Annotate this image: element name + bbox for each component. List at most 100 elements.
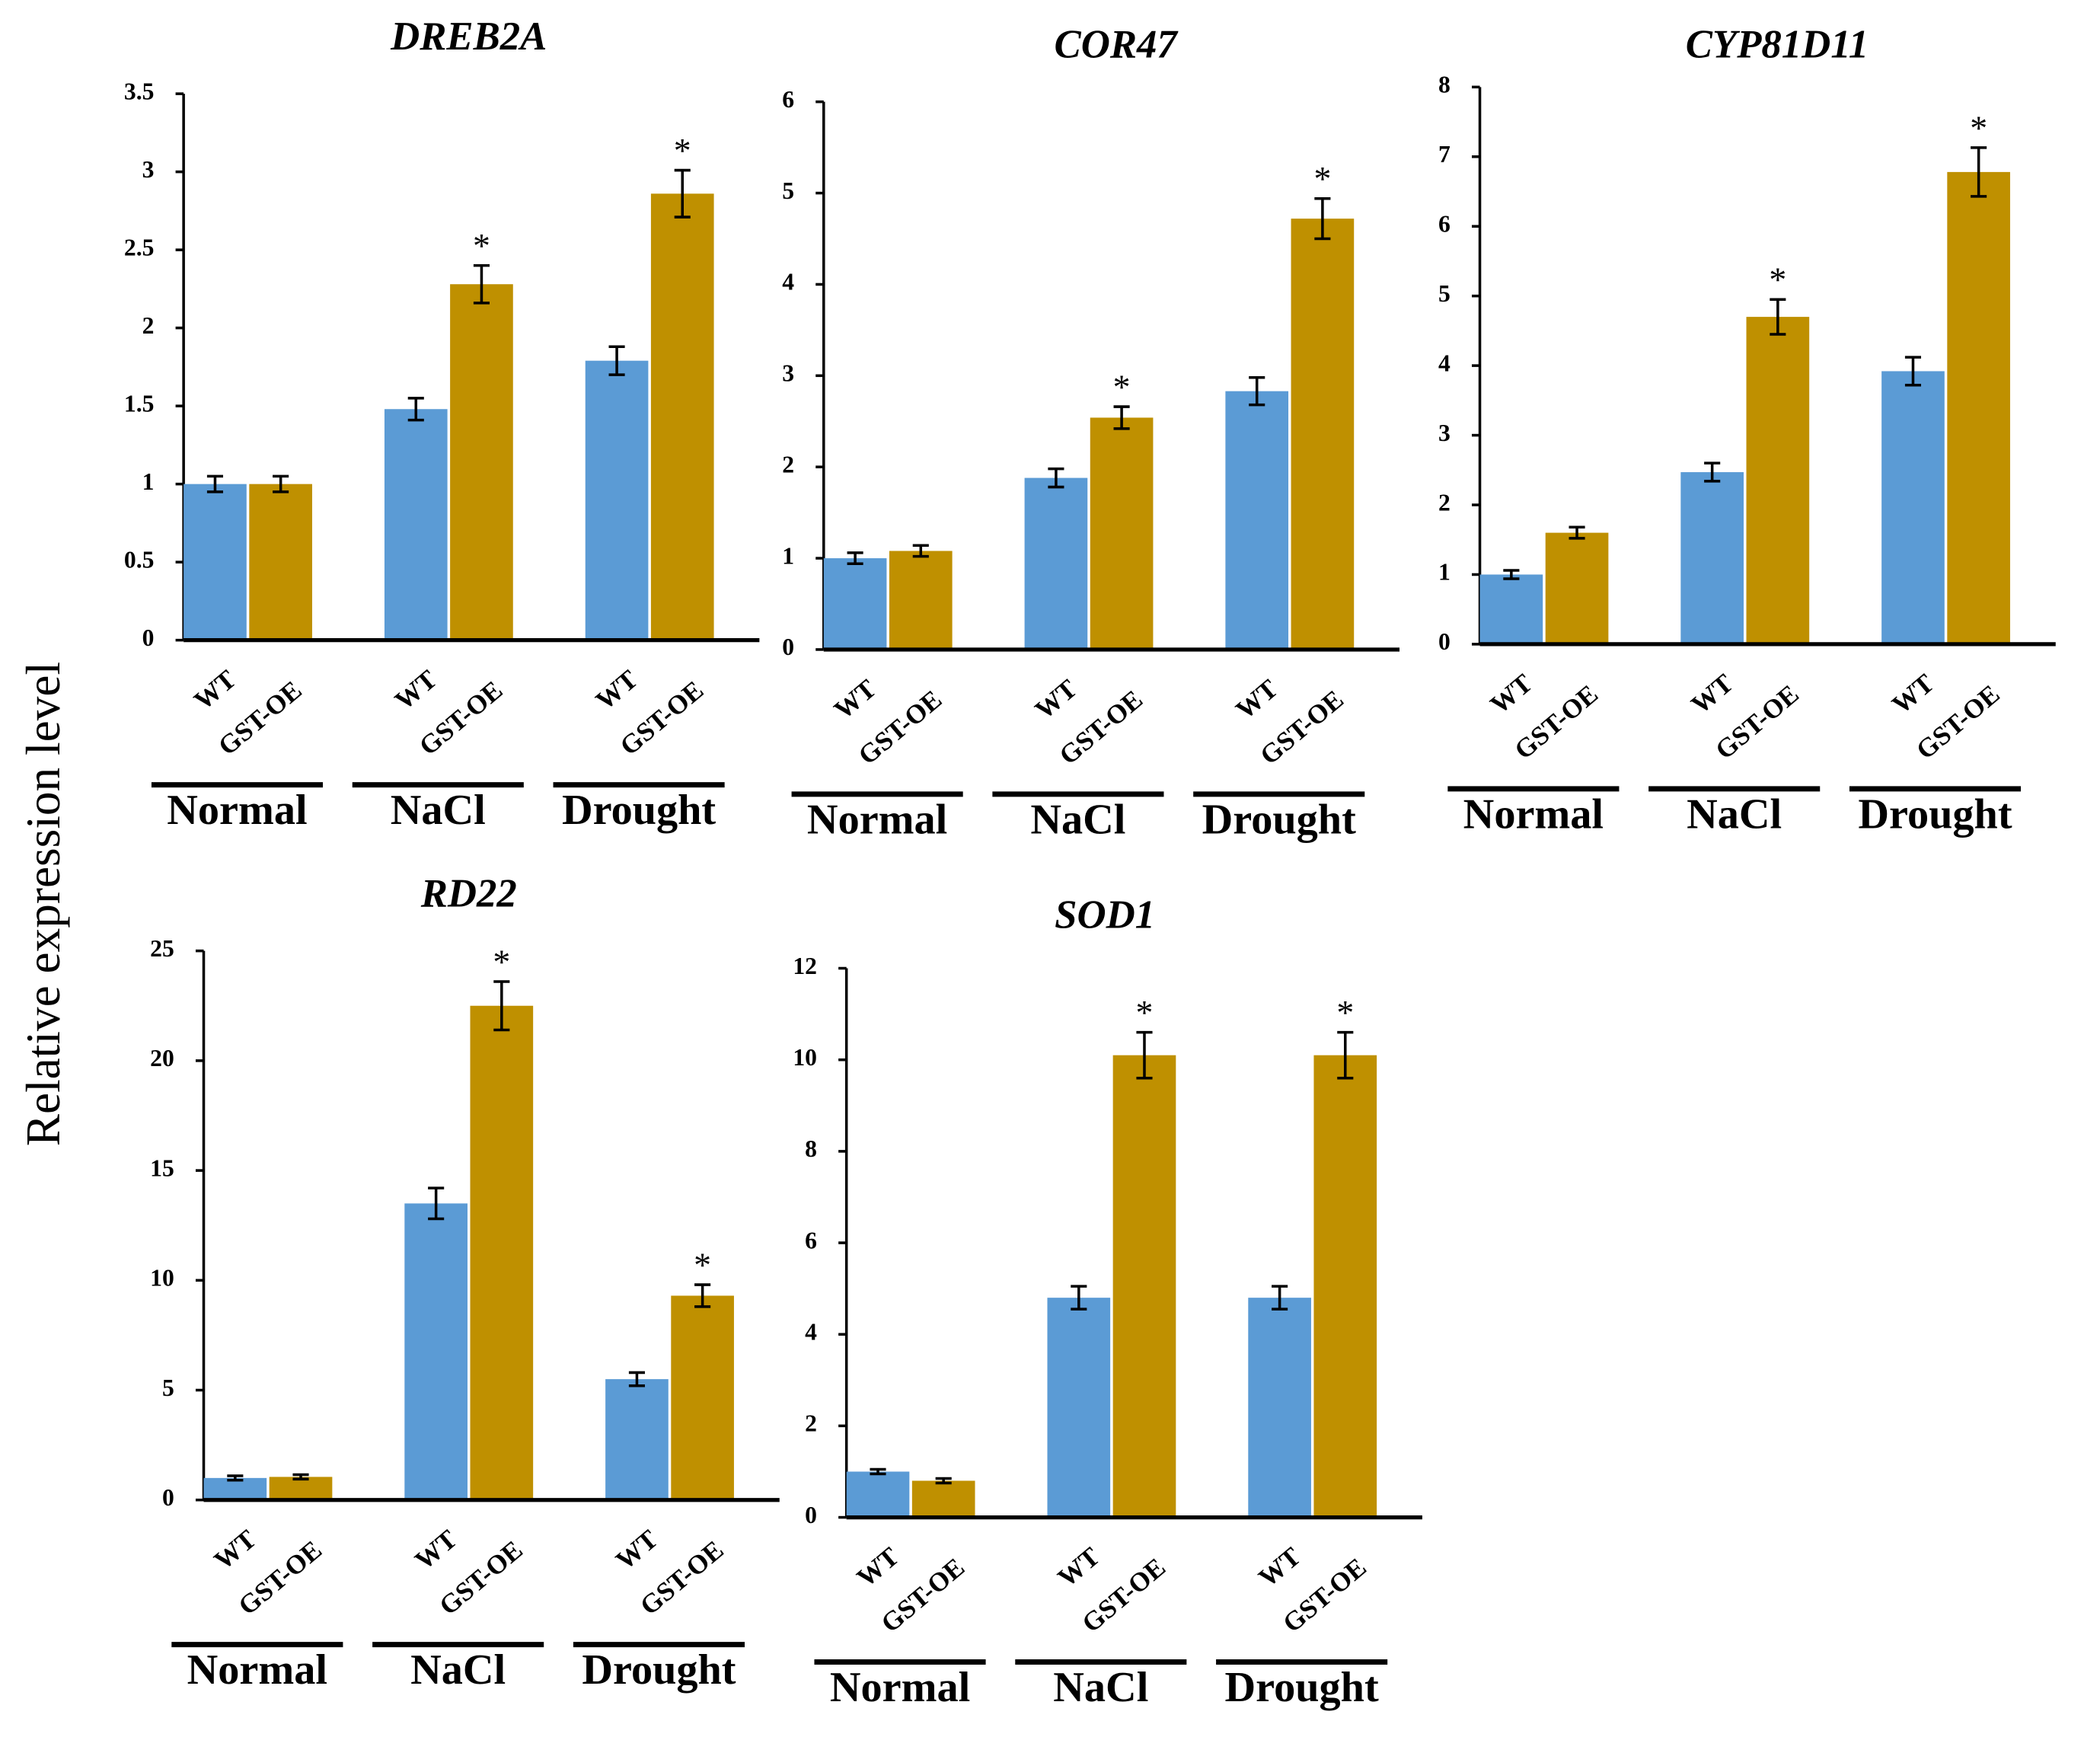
bar xyxy=(1090,417,1154,650)
significance-mark: * xyxy=(1970,108,1987,147)
y-tick-label: 1.5 xyxy=(124,390,155,417)
error-bar xyxy=(674,168,691,219)
y-tick-label: 1 xyxy=(782,542,794,569)
bar-label: WT xyxy=(1686,669,1739,720)
error-bar xyxy=(292,1473,309,1481)
error-bar xyxy=(1337,1030,1354,1080)
bar-label: WT xyxy=(851,1541,905,1593)
group-label: NaCl xyxy=(391,787,486,834)
y-tick-label: 4 xyxy=(805,1318,817,1345)
y-tick-label: 5 xyxy=(162,1375,174,1401)
y-tick-label: 0.5 xyxy=(124,546,155,573)
y-tick-label: 8 xyxy=(805,1135,817,1162)
error-bar xyxy=(847,551,863,566)
bar xyxy=(1024,477,1088,650)
bar xyxy=(470,1005,534,1500)
y-tick-label: 10 xyxy=(150,1265,174,1292)
group-label: Normal xyxy=(830,1664,970,1711)
bar xyxy=(203,1477,267,1500)
bar-label: WT xyxy=(188,664,241,716)
y-tick-label: 6 xyxy=(1438,210,1451,237)
bar xyxy=(384,409,448,640)
significance-mark: * xyxy=(493,942,510,981)
significance-mark: * xyxy=(473,226,490,265)
y-tick-label: 12 xyxy=(793,953,817,979)
bar xyxy=(1680,472,1744,644)
bar-label: WT xyxy=(590,664,643,716)
y-tick-label: 0 xyxy=(142,624,155,651)
error-bar xyxy=(870,1467,886,1476)
y-tick-label: 10 xyxy=(793,1044,817,1071)
y-tick-label: 0 xyxy=(162,1484,174,1511)
y-tick-label: 20 xyxy=(150,1045,174,1071)
chart-title: DREB2A xyxy=(390,14,547,59)
bar-label: WT xyxy=(1230,674,1284,726)
bar-label: WT xyxy=(410,1524,463,1576)
group-label: Normal xyxy=(807,796,947,843)
bar xyxy=(1047,1298,1111,1518)
bar xyxy=(585,360,649,640)
y-tick-label: 3 xyxy=(142,156,155,183)
bar-label: WT xyxy=(1886,669,1939,720)
bar xyxy=(1947,171,2010,644)
bar-label: WT xyxy=(1052,1541,1106,1593)
y-tick-label: 1 xyxy=(142,468,155,495)
error-bar xyxy=(1272,1285,1288,1311)
error-bar xyxy=(273,474,289,493)
error-bar xyxy=(1569,525,1585,540)
y-tick-label: 0 xyxy=(782,634,794,660)
y-tick-label: 3 xyxy=(782,360,794,387)
bar xyxy=(1291,219,1355,650)
bar-label: WT xyxy=(1029,674,1083,726)
bar xyxy=(1248,1298,1311,1518)
group-label: NaCl xyxy=(1030,796,1125,843)
significance-mark: * xyxy=(1769,260,1786,299)
bar xyxy=(249,484,312,640)
significance-mark: * xyxy=(1336,993,1354,1032)
y-tick-label: 6 xyxy=(805,1227,817,1253)
group-label: Drought xyxy=(582,1646,736,1694)
y-tick-label: 3.5 xyxy=(124,78,155,104)
bar xyxy=(911,1480,975,1518)
bar xyxy=(404,1203,468,1500)
error-bar xyxy=(935,1477,952,1485)
error-bar xyxy=(227,1474,244,1482)
bar xyxy=(1479,574,1543,644)
bar xyxy=(846,1471,910,1518)
bar xyxy=(605,1379,669,1500)
bar xyxy=(1881,371,1945,644)
bar-label: WT xyxy=(1485,669,1538,720)
y-tick-label: 5 xyxy=(1438,280,1451,307)
y-tick-label: 6 xyxy=(782,86,794,113)
error-bar xyxy=(1904,356,1922,387)
y-tick-label: 2 xyxy=(782,451,794,477)
bar-label: WT xyxy=(389,664,442,716)
bar-label: WT xyxy=(1253,1541,1307,1593)
bar xyxy=(269,1477,333,1500)
bar-label: WT xyxy=(610,1524,663,1576)
bar xyxy=(1545,532,1609,644)
chart-title: COR47 xyxy=(1055,22,1179,66)
chart: COR470123456WTGST-OENormalWT*GST-OENaClW… xyxy=(782,22,1400,843)
bar-label: WT xyxy=(209,1524,262,1576)
y-axis-label: Relative expression level xyxy=(17,662,70,1146)
bar xyxy=(823,558,887,650)
error-bar xyxy=(1971,146,1987,198)
y-tick-label: 3 xyxy=(1438,420,1451,446)
significance-mark: * xyxy=(1313,159,1331,198)
y-tick-label: 4 xyxy=(782,269,794,295)
bar xyxy=(671,1295,734,1500)
y-tick-label: 2 xyxy=(142,312,155,339)
error-bar xyxy=(1503,569,1520,580)
error-bar xyxy=(473,263,490,305)
error-bar xyxy=(493,980,510,1032)
y-tick-label: 7 xyxy=(1438,141,1451,168)
error-bar xyxy=(407,397,424,422)
bar xyxy=(450,284,513,640)
error-bar xyxy=(1071,1285,1087,1311)
significance-mark: * xyxy=(694,1245,711,1284)
bar xyxy=(1225,391,1289,650)
bar xyxy=(184,484,247,640)
error-bar xyxy=(206,474,224,493)
